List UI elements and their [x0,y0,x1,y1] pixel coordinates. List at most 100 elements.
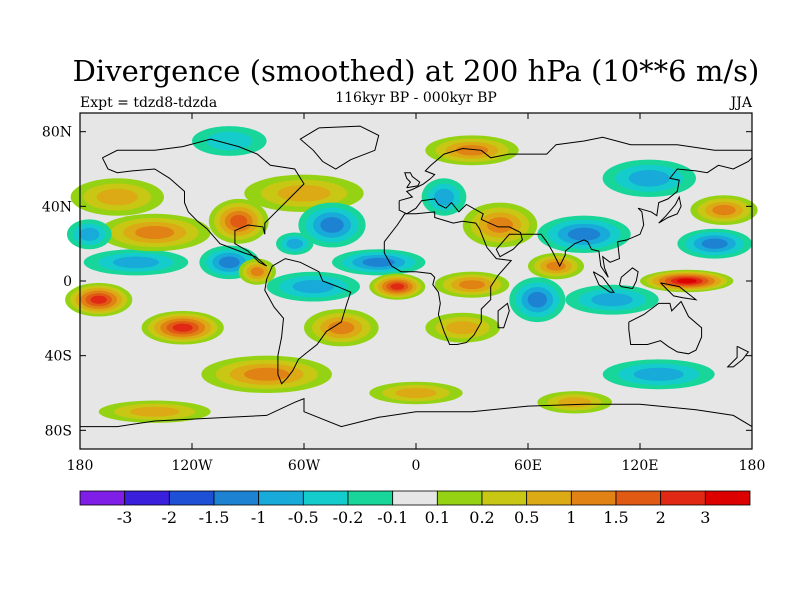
contour-band [112,256,160,269]
divergence-feature-11 [276,232,314,255]
sumatra-coastline [592,271,615,293]
colorbar: -3 -2 -1.5 -1 -0.5 -0.2 -0.1 0.1 0.2 0.5 1 1.5 2 3 [79,490,751,527]
divergence-feature-24 [565,284,659,315]
colorbar-swatch [213,490,260,506]
colorbar-label: 1 [566,508,576,527]
map-plot-area [65,112,758,450]
x-tick-label: 60E [514,458,542,474]
colorbar-label: -1.5 [199,508,230,527]
divergence-feature-21 [537,215,631,253]
colorbar-label: 3 [700,508,710,527]
y-tick-label: 0 [63,274,72,290]
contour-band [628,170,670,187]
divergence-feature-5 [66,219,112,250]
colorbar-swatch [570,490,617,506]
new-zealand-coastline [726,345,750,368]
colorbar-label: 1.5 [603,508,628,527]
colorbar-swatch [79,490,126,506]
contour-band [206,131,253,151]
eurasia-coastline [398,136,753,278]
divergence-feature-6 [208,198,269,244]
contour-band [362,257,395,267]
divergence-feature-32 [425,135,519,166]
contour-band [250,267,264,277]
y-tick-label: 80S [45,423,72,439]
colorbar-label: -0.5 [288,508,319,527]
australia-coastline [628,300,703,355]
colorbar-label: -0.2 [333,508,364,527]
new-guinea-coastline [660,282,698,301]
contour-band [558,397,592,408]
borneo-coastline [619,267,639,290]
contour-band [591,293,633,307]
colorbar-label: 0.2 [469,508,494,527]
colorbar-swatch [704,490,751,506]
x-tick-label: 120W [171,458,213,474]
divergence-feature-30 [537,391,612,414]
y-axis: 80N 40N 0 40S 80S [42,125,752,439]
divergence-feature-16 [201,355,332,393]
contour-band [244,367,290,381]
divergence-feature-1 [141,310,224,345]
contour-band [286,238,304,249]
divergence-feature-28 [602,159,696,197]
season-label: JJA [729,95,753,111]
y-tick-label: 80N [42,125,72,141]
greenland-coastline [299,125,380,170]
divergence-feature-22 [528,253,584,280]
colorbar-swatch [615,490,662,506]
contour-band [712,204,736,216]
africa-coastline [383,211,513,345]
divergence-feature-25 [640,269,734,293]
divergence-feature-0 [65,282,133,317]
colorbar-label: 0.5 [514,508,539,527]
period-label: 116kyr BP - 000kyr BP [335,90,497,106]
x-tick-label: 180 [67,458,94,474]
x-tick-label: 120E [622,458,659,474]
divergence-feature-26 [677,228,752,259]
divergence-feature-3 [98,213,211,252]
contour-band [320,217,344,233]
contour-band [546,261,566,271]
divergence-feature-18 [425,312,501,343]
contour-band [230,214,248,228]
contour-band [90,295,107,304]
divergence-feature-4 [70,178,164,216]
contour-band [567,227,601,241]
divergence-feature-23 [509,277,566,323]
divergence-feature-2 [83,249,189,276]
colorbar-label: -2 [162,508,178,527]
colorbar-swatch [436,490,483,506]
contour-band [79,227,100,241]
south-america-coastline [264,258,352,385]
divergence-feature-17 [304,309,379,347]
contour-band [135,226,175,239]
divergence-feature-20 [462,202,538,248]
colorbar-label: -3 [117,508,133,527]
contour-band [633,367,684,381]
colorbar-label: 2 [656,508,666,527]
coastline-layer [80,125,753,428]
colorbar-swatch [347,490,394,506]
x-tick-label: 180 [739,458,766,474]
divergence-feature-19 [421,178,467,216]
colorbar-swatch [258,490,304,506]
contour-band [676,278,697,284]
chart-title: Divergence (smoothed) at 200 hPa (10**6 … [73,54,760,88]
divergence-feature-14 [369,273,426,300]
divergence-feature-29 [602,359,715,390]
divergence-feature-9 [244,174,364,212]
contour-band [277,185,331,202]
colorbar-swatch [168,490,215,506]
north-america-coastline [101,138,305,267]
contour-band [129,406,180,417]
contour-band [527,291,547,308]
divergence-feature-33 [98,400,211,423]
colorbar-label: 0.1 [425,508,450,527]
divergence-feature-10 [298,202,366,248]
y-tick-label: 40S [45,349,72,365]
japan-coastline [658,195,682,224]
contour-band [455,145,489,156]
contour-band [395,388,437,398]
